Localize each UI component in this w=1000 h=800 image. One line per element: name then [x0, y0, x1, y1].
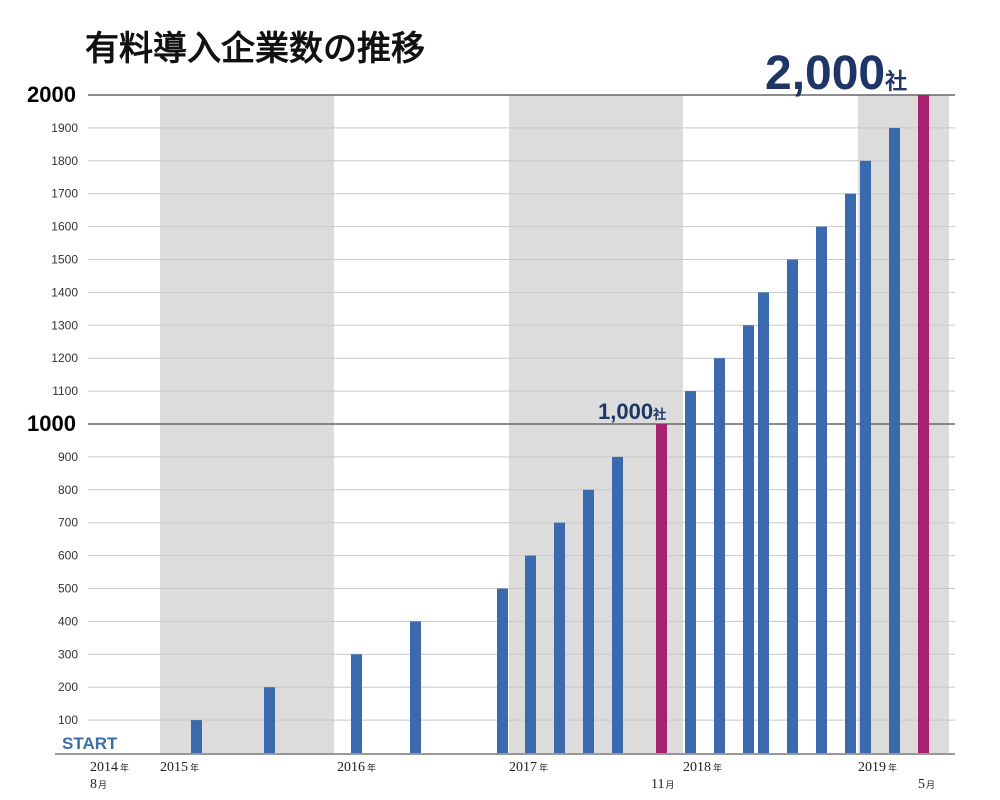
annotation-2000-number: 2,000 [765, 47, 885, 100]
bar-1100 [685, 391, 696, 753]
y-tick-1400: 1400 [51, 285, 78, 299]
bar-1700 [845, 193, 856, 753]
bar-400 [410, 621, 421, 753]
bar-1900 [889, 127, 900, 753]
y-tick-400: 400 [58, 614, 78, 628]
bar-600 [525, 555, 536, 753]
bar-1400 [758, 292, 769, 753]
y-tick-300: 300 [58, 647, 78, 661]
x-month-8: 8月 [90, 777, 107, 792]
y-tick-1200: 1200 [51, 351, 78, 365]
bar-1600 [816, 226, 827, 754]
y-tick-1900: 1900 [51, 121, 78, 135]
y-tick-600: 600 [58, 549, 78, 563]
bar-1500 [787, 259, 798, 753]
chart-title: 有料導入企業数の推移 [85, 29, 425, 69]
bar-700 [554, 522, 565, 753]
y-tick-1700: 1700 [51, 187, 78, 201]
annotation-1000-unit: 社 [652, 407, 666, 423]
y-tick-500: 500 [58, 582, 78, 596]
bar-1300 [743, 325, 754, 753]
grid-lines [88, 94, 955, 721]
bar-900 [612, 456, 623, 753]
bar-1800 [860, 160, 871, 754]
bar-2000 [918, 95, 929, 753]
x-month-5: 5月 [918, 777, 935, 792]
annotation-1000: 1,000社 [598, 399, 666, 424]
y-tick-1000: 1000 [27, 411, 76, 436]
y-tick-100: 100 [58, 713, 78, 727]
y-tick-1100: 1100 [52, 384, 78, 398]
x-label-2016: 2016 年 [337, 760, 376, 775]
x-axis-labels: 2014 年 8月 2015 年 2016 年 2017 年 11月 2018 年 2019 年 5月 [90, 760, 935, 792]
y-tick-1800: 1800 [51, 154, 78, 168]
bar-200 [264, 687, 275, 753]
x-label-2014: 2014 年 [90, 760, 129, 775]
y-tick-200: 200 [58, 680, 78, 694]
annotation-2000-unit: 社 [885, 69, 907, 95]
x-month-11: 11月 [651, 777, 675, 792]
bar-800 [583, 489, 594, 753]
bar-500 [497, 588, 508, 753]
annotation-1000-number: 1,000 [598, 399, 653, 424]
x-label-2019: 2019 年 [858, 760, 897, 775]
y-tick-1500: 1500 [51, 253, 78, 267]
bar-1000 [656, 424, 667, 753]
bar-100 [191, 720, 202, 753]
x-label-2017: 2017 年 [509, 760, 548, 775]
y-tick-1300: 1300 [51, 318, 78, 332]
start-label: START [62, 734, 118, 753]
bars [191, 95, 929, 754]
x-label-2015: 2015 年 [160, 760, 199, 775]
y-tick-1600: 1600 [51, 220, 78, 234]
bar-1200 [714, 358, 725, 753]
x-label-2018: 2018 年 [683, 760, 722, 775]
bar-300 [351, 654, 362, 753]
y-tick-900: 900 [58, 450, 78, 464]
y-tick-800: 800 [58, 483, 78, 497]
annotation-2000: 2,000社 [765, 47, 907, 100]
y-tick-2000: 2000 [27, 82, 76, 107]
y-axis-ticks: 100 200 300 400 500 600 700 800 900 1000 1100 1200 1… [27, 82, 78, 727]
y-tick-700: 700 [58, 516, 78, 530]
